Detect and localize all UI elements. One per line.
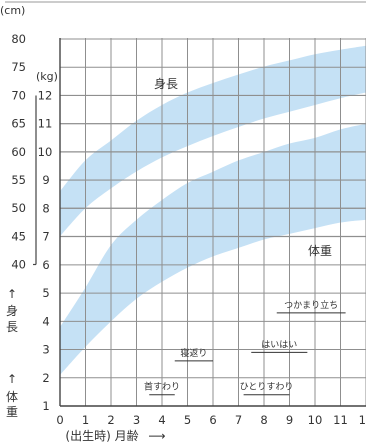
x-tick-label: 7 (235, 413, 242, 427)
svg-text:体: 体 (6, 390, 18, 404)
x-tick-label: 6 (209, 413, 216, 427)
weight-tick-label: 9 (42, 173, 49, 187)
x-tick-label: 9 (286, 413, 293, 427)
height-tick-label: 75 (11, 60, 26, 74)
weight-tick-label: 4 (42, 314, 49, 328)
weight-tick-label: 12 (38, 89, 53, 103)
x-tick-label: 5 (184, 413, 191, 427)
weight-series-label: 体重 (308, 244, 332, 258)
height-axis-label: ↑ 身 長 (6, 287, 18, 334)
milestone-label: はいはい (261, 339, 297, 350)
weight-tick-label: 1 (42, 399, 49, 413)
height-tick-label: 70 (11, 88, 26, 102)
x-tick-label: 8 (260, 413, 267, 427)
weight-tick-label: 10 (38, 145, 53, 159)
x-tick-label: 11 (333, 413, 348, 427)
weight-tick-label: 8 (42, 201, 49, 215)
height-tick-label: 80 (11, 32, 26, 46)
height-tick-label: 65 (11, 117, 26, 131)
height-tick-label: 55 (11, 173, 26, 187)
x-axis-label: (出生時) 月齢 (65, 428, 138, 443)
x-tick-label: 12 (359, 413, 366, 427)
weight-unit-label: (kg) (36, 70, 58, 83)
weight-axis-label: ↑ 体 重 (6, 372, 18, 419)
chart-axes (33, 38, 366, 407)
weight-tick-label: 3 (42, 343, 49, 357)
height-series-label: 身長 (154, 76, 178, 91)
x-tick-label: 4 (158, 413, 165, 427)
milestone-label: ひとりすわり (240, 382, 294, 393)
x-tick-label: 2 (107, 413, 114, 427)
svg-text:↑: ↑ (7, 372, 17, 386)
milestone-label: 首すわり (144, 381, 180, 393)
height-unit-label: (cm) (0, 4, 25, 17)
height-tick-label: 40 (11, 258, 26, 272)
x-tick-label: 10 (308, 413, 323, 427)
x-tick-label: 3 (133, 413, 140, 427)
milestone-label: つかまり立ち (284, 299, 338, 311)
svg-text:長: 長 (6, 320, 18, 334)
weight-tick-label: 2 (42, 371, 49, 385)
height-tick-label: 50 (11, 201, 26, 215)
height-tick-label: 45 (11, 229, 26, 243)
svg-text:↑: ↑ (7, 287, 17, 301)
svg-text:身: 身 (6, 303, 18, 318)
weight-tick-label: 5 (42, 286, 49, 300)
weight-tick-label: 7 (42, 230, 49, 244)
x-tick-label: 1 (82, 413, 89, 427)
svg-text:重: 重 (6, 405, 18, 419)
milestone-label: 寝返り (180, 347, 207, 359)
chart-grid (60, 38, 366, 407)
x-tick-label: 0 (56, 413, 63, 427)
weight-tick-label: 6 (42, 258, 49, 272)
height-tick-label: 60 (11, 145, 26, 159)
x-axis-arrow: ⟶ (148, 429, 165, 443)
weight-tick-label: 11 (38, 117, 53, 131)
